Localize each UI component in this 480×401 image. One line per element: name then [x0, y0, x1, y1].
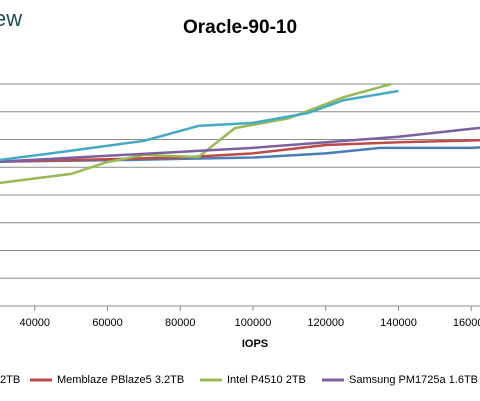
x-tick-label: 80000 [165, 317, 196, 329]
x-tick-label: 100000 [235, 317, 272, 329]
x-tick-label: 140000 [380, 317, 417, 329]
line-series [0, 82, 392, 185]
x-tick-label: 120000 [307, 317, 344, 329]
line-series [0, 89, 399, 162]
legend-label: Samsung PM1725a 1.6TB [349, 374, 478, 386]
x-axis-label: IOPS [242, 338, 268, 350]
legend-label: Memblaze PBlaze5 3.2TB [57, 374, 184, 386]
x-tick-label: 40000 [19, 317, 50, 329]
legend-label: Intel P4510 2TB [227, 374, 306, 386]
chart-title: Oracle-90-10 [183, 17, 297, 38]
legend-label: .2TB [0, 374, 20, 386]
line-series [0, 138, 480, 163]
logo: ew [0, 6, 22, 31]
x-tick-label: 60000 [92, 317, 123, 329]
line-series [0, 126, 480, 163]
x-tick-label: 160000 [453, 317, 480, 329]
